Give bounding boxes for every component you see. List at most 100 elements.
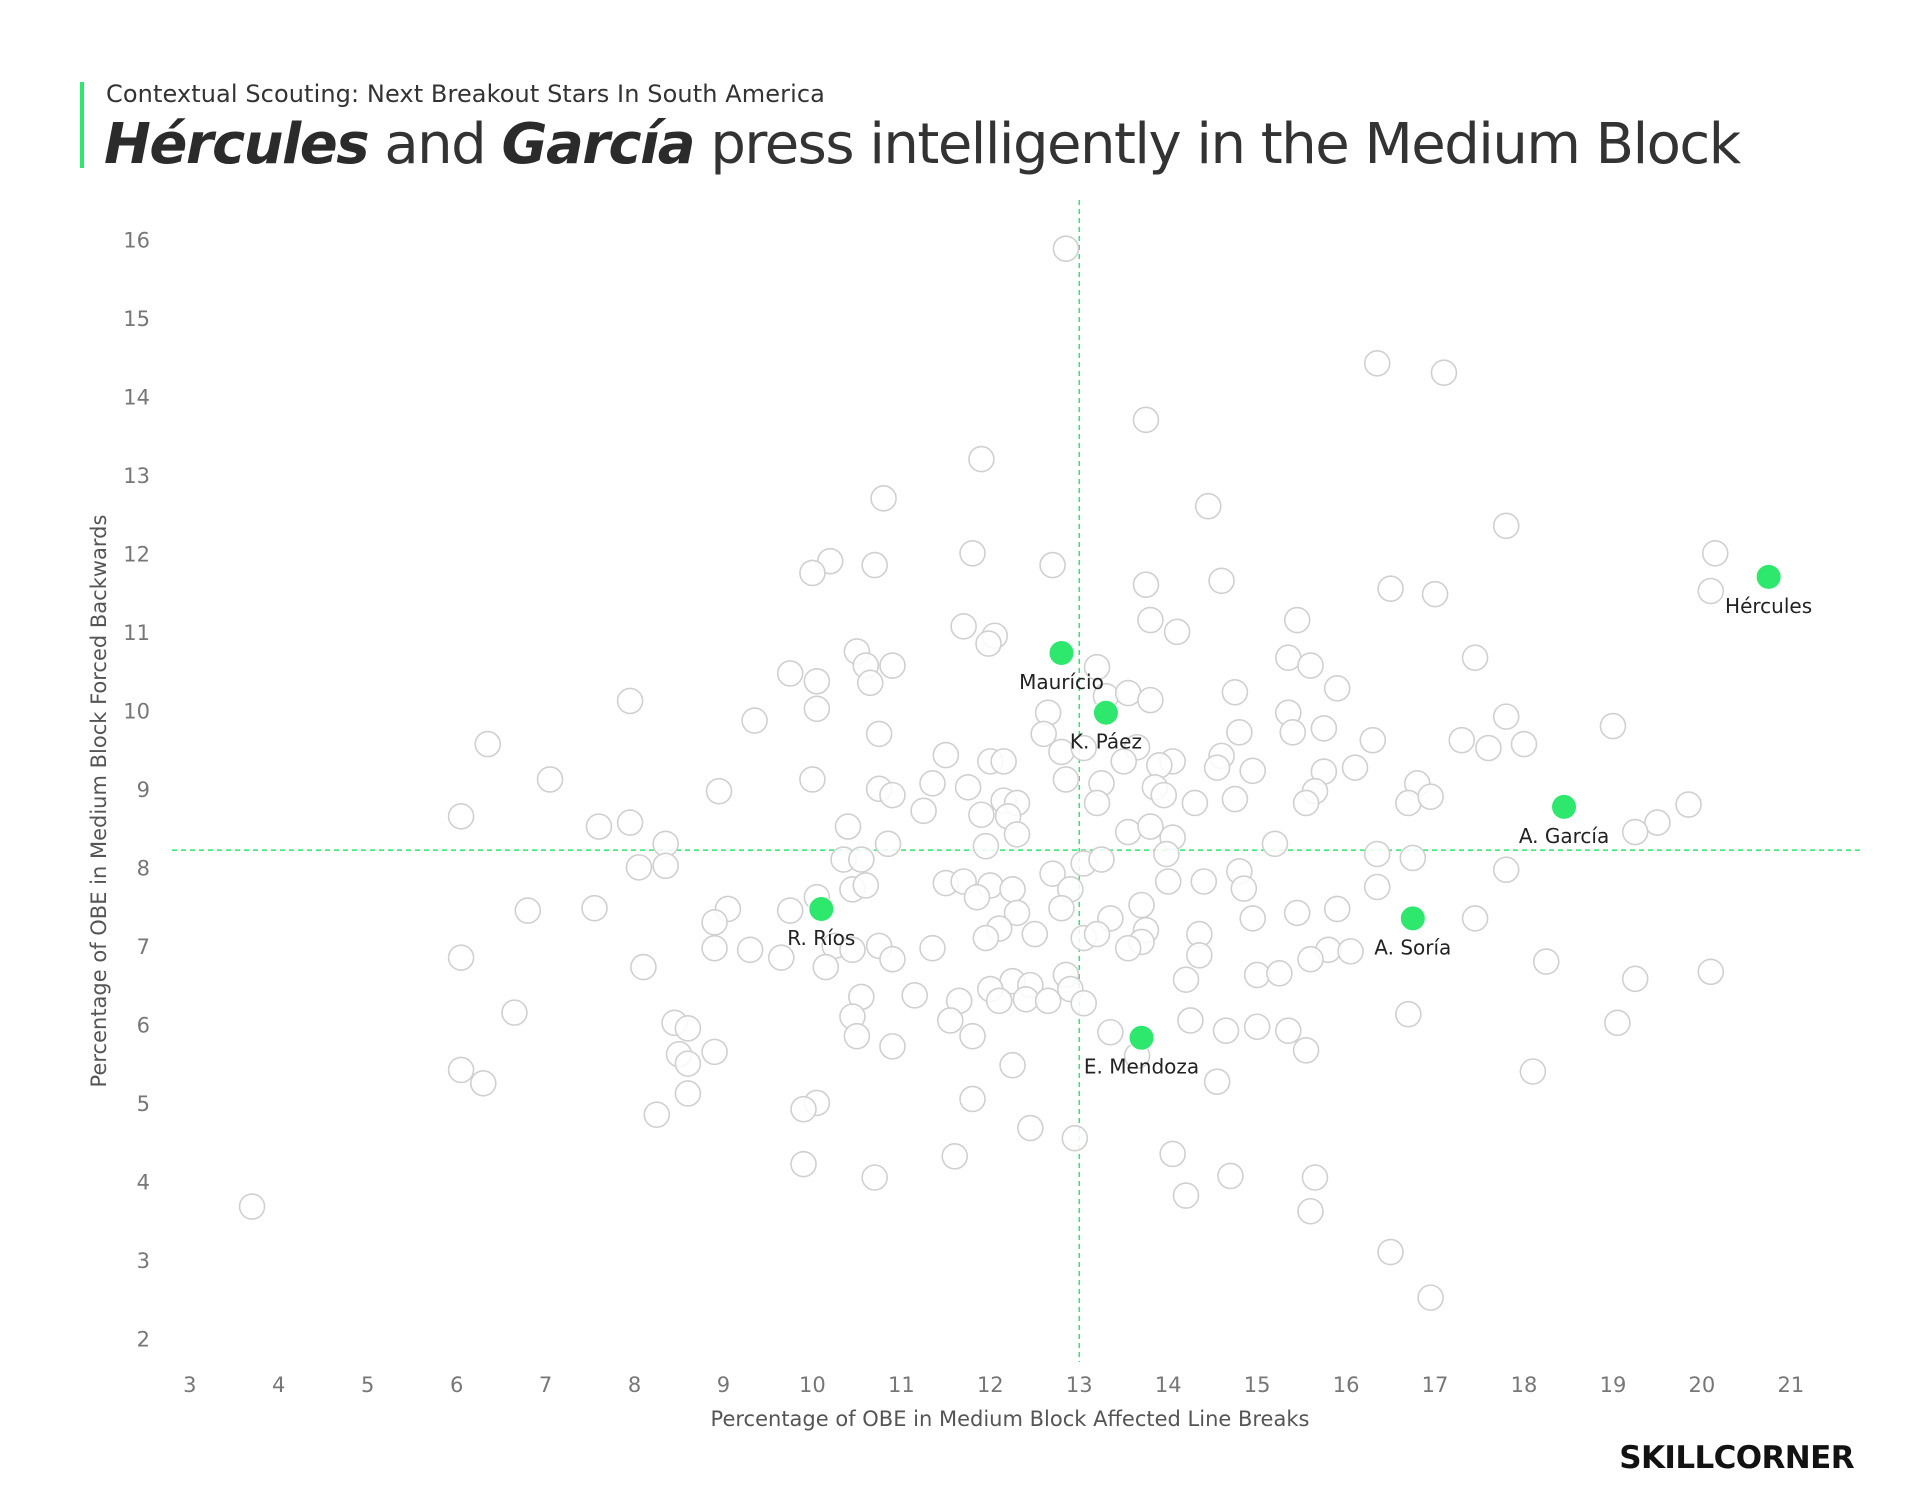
- y-tick-label: 4: [137, 1170, 150, 1194]
- x-tick-label: 12: [977, 1373, 1004, 1397]
- scatter-point: [1301, 1164, 1329, 1191]
- scatter-point: [1341, 754, 1369, 781]
- scatter-point: [1083, 653, 1111, 681]
- scatter-point: [950, 613, 977, 640]
- scatter-point: [959, 540, 986, 567]
- scatter-point: [1221, 785, 1249, 813]
- scatter-point: [1154, 868, 1182, 895]
- scatter-point: [1421, 580, 1449, 608]
- scatter-point: [1644, 809, 1671, 836]
- scatter-point: [674, 1050, 702, 1077]
- x-tick-label: 17: [1422, 1373, 1449, 1397]
- scatter-point: [1274, 1017, 1302, 1044]
- chart-title: Hércules and García press intelligently …: [104, 112, 1741, 177]
- scatter-point: [1226, 719, 1253, 746]
- scatter-point: [1697, 577, 1725, 605]
- point-label: R. Ríos: [787, 926, 855, 950]
- scatter-point: [1274, 644, 1302, 672]
- scatter-point: [1239, 757, 1267, 785]
- scatter-point: [447, 1056, 475, 1084]
- title-accent-bar: [80, 82, 84, 168]
- scatter-point: [1363, 350, 1391, 377]
- scatter-point: [1621, 965, 1649, 993]
- scatter-point: [1181, 789, 1209, 817]
- highlighted-point: [1399, 905, 1426, 932]
- point-label: Hércules: [1725, 594, 1812, 618]
- scatter-point: [1395, 1000, 1422, 1028]
- title-emphasis-hercules: Hércules: [104, 112, 370, 177]
- scatter-point: [1110, 748, 1138, 775]
- scatter-point: [1266, 960, 1293, 987]
- y-tick-label: 15: [123, 307, 150, 331]
- scatter-point: [1243, 1013, 1271, 1041]
- y-axis-ticks: 2 3 4 5 6 7 8 9 10 11 12 13 14 15 16: [123, 228, 150, 1351]
- scatter-point: [1323, 675, 1351, 702]
- scatter-point: [1599, 712, 1627, 740]
- scatter-point: [1012, 985, 1040, 1013]
- scatter-point: [447, 803, 475, 830]
- scatter-point: [616, 809, 644, 836]
- scatter-point: [1003, 821, 1031, 848]
- scatter-point: [1177, 1007, 1204, 1034]
- scatter-point: [536, 766, 564, 793]
- scatter-point: [799, 766, 826, 793]
- scatter-point: [932, 741, 960, 769]
- scatter-point: [959, 1085, 986, 1113]
- scatter-point: [972, 924, 1000, 952]
- scatter-point: [701, 1038, 728, 1066]
- scatter-point: [1363, 873, 1391, 901]
- scatter-point: [1186, 941, 1213, 969]
- scatter-point: [1461, 644, 1489, 672]
- scatter-point: [701, 909, 728, 936]
- scatter-point: [874, 830, 902, 858]
- scatter-point: [776, 897, 804, 924]
- scatter-point: [1052, 235, 1080, 262]
- point-label: Maurício: [1019, 670, 1104, 694]
- scatter-point: [705, 777, 733, 805]
- title-rest: press intelligently in the Medium Block: [694, 112, 1741, 177]
- scatter-point: [1061, 1124, 1089, 1152]
- scatter-point: [879, 945, 906, 973]
- scatter-point: [701, 934, 728, 962]
- scatter-point: [1297, 1197, 1324, 1225]
- scatter-point: [803, 695, 831, 723]
- scatter-point: [1701, 540, 1729, 567]
- scatter-point: [865, 720, 893, 748]
- x-tick-label: 10: [799, 1373, 826, 1397]
- x-tick-label: 19: [1600, 1373, 1627, 1397]
- x-tick-label: 4: [272, 1373, 285, 1397]
- y-tick-label: 8: [137, 856, 150, 880]
- point-label: A. García: [1519, 824, 1609, 848]
- scatter-point: [901, 982, 929, 1009]
- scatter-point: [1399, 844, 1427, 872]
- x-tick-label: 3: [183, 1373, 196, 1397]
- scatter-point: [1172, 1182, 1200, 1209]
- scatter-point: [1070, 989, 1098, 1017]
- x-tick-label: 21: [1777, 1373, 1804, 1397]
- scatter-point: [767, 944, 795, 971]
- scatter-point: [1675, 791, 1702, 818]
- scatter-point: [861, 551, 888, 579]
- highlighted-point: [1755, 563, 1782, 590]
- scatter-point: [470, 1069, 497, 1097]
- scatter-point: [581, 894, 608, 922]
- scatter-point: [674, 1080, 702, 1107]
- scatter-point: [1417, 1284, 1444, 1311]
- skillcorner-logo: SKILLCORNER: [1619, 1440, 1854, 1476]
- scatter-point: [1132, 406, 1160, 434]
- chart-kicker: Contextual Scouting: Next Breakout Stars…: [106, 80, 825, 108]
- scatter-point: [1194, 492, 1222, 520]
- scatter-point: [1510, 730, 1538, 758]
- scatter-point: [625, 854, 653, 881]
- scatter-point: [959, 1022, 986, 1050]
- scatter-point: [1323, 895, 1351, 923]
- x-tick-label: 18: [1511, 1373, 1538, 1397]
- y-tick-label: 9: [137, 778, 150, 802]
- scatter-point: [585, 813, 613, 840]
- y-tick-label: 6: [137, 1013, 150, 1037]
- scatter-point: [1097, 1018, 1124, 1046]
- scatter-point: [1159, 1140, 1186, 1168]
- scatter-point: [1212, 1017, 1240, 1044]
- y-tick-label: 2: [137, 1327, 150, 1351]
- background-points: [238, 235, 1729, 1311]
